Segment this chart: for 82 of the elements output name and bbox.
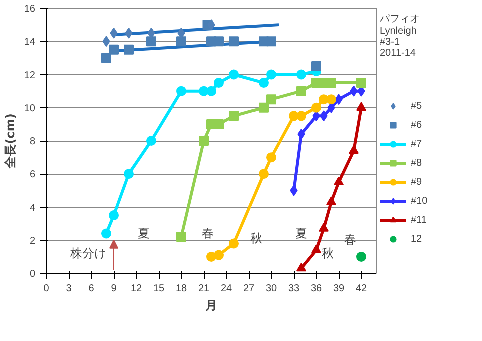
point bbox=[229, 70, 239, 80]
x-tick-label: 9 bbox=[111, 284, 118, 294]
x-tick-label: 12 bbox=[130, 284, 142, 294]
point bbox=[259, 78, 269, 88]
legend-label: #11 bbox=[411, 214, 428, 227]
point bbox=[229, 111, 239, 122]
point bbox=[259, 169, 269, 180]
x-tick-label: 3 bbox=[66, 284, 72, 294]
point bbox=[312, 102, 322, 113]
x-tick-label: 33 bbox=[288, 284, 300, 294]
point bbox=[326, 94, 336, 105]
y-tick-label: 6 bbox=[30, 170, 36, 181]
point bbox=[334, 176, 344, 186]
y-tick-label: 0 bbox=[30, 269, 36, 280]
x-tick-label: 21 bbox=[198, 284, 210, 294]
point bbox=[356, 252, 366, 262]
point bbox=[199, 136, 209, 146]
legend-label: #10 bbox=[411, 194, 429, 208]
x-tick-label: 30 bbox=[266, 284, 278, 294]
x-tick-label: 24 bbox=[220, 284, 232, 294]
point bbox=[109, 210, 119, 221]
x-tick-label: 0 bbox=[44, 284, 50, 294]
x-tick-label: 42 bbox=[356, 284, 368, 294]
point bbox=[214, 78, 224, 88]
point bbox=[176, 232, 186, 242]
point bbox=[296, 111, 306, 122]
point bbox=[206, 86, 216, 96]
legend-label: 12 bbox=[411, 232, 424, 246]
point bbox=[214, 36, 224, 47]
annotation: 秋 bbox=[322, 246, 334, 260]
legend-label: #8 bbox=[411, 156, 424, 170]
x-tick-label: 18 bbox=[176, 284, 188, 294]
point bbox=[214, 250, 224, 260]
point bbox=[296, 262, 306, 272]
y-axis-title: 全長(cm) bbox=[3, 114, 18, 170]
point bbox=[356, 78, 366, 88]
point bbox=[266, 70, 276, 80]
y-tick-label: 16 bbox=[24, 4, 36, 15]
x-tick-label: 27 bbox=[243, 284, 255, 294]
point bbox=[229, 238, 239, 249]
annotation: 夏 bbox=[296, 226, 308, 240]
y-tick-label: 10 bbox=[24, 103, 36, 114]
point bbox=[176, 36, 186, 47]
x-axis-title: 月 bbox=[204, 298, 218, 312]
legend-label: #9 bbox=[411, 176, 424, 189]
legend-label: #6 bbox=[411, 118, 424, 132]
point bbox=[109, 44, 119, 55]
legend-label: #5 bbox=[411, 100, 424, 113]
text: パフィオ Lynleigh #3-1 2011-14 bbox=[380, 13, 421, 59]
point bbox=[124, 169, 134, 180]
point bbox=[356, 102, 366, 111]
annotation: 株分け bbox=[70, 246, 106, 260]
legend-label: #7 bbox=[411, 138, 424, 151]
y-tick-label: 2 bbox=[30, 236, 36, 247]
x-tick-label: 6 bbox=[88, 284, 95, 294]
annotation: 夏 bbox=[138, 226, 150, 240]
point bbox=[229, 36, 239, 47]
x-tick-label: 39 bbox=[333, 284, 345, 294]
point bbox=[312, 244, 322, 254]
point bbox=[319, 223, 329, 232]
point bbox=[102, 53, 112, 64]
annotation: 春 bbox=[202, 226, 214, 240]
point bbox=[146, 136, 156, 146]
point bbox=[349, 145, 359, 154]
point bbox=[266, 36, 276, 47]
point bbox=[176, 86, 186, 96]
point bbox=[124, 44, 134, 55]
x-tick-label: 36 bbox=[310, 284, 322, 294]
point bbox=[296, 86, 306, 96]
y-tick-label: 8 bbox=[30, 136, 36, 148]
y-tick-label: 4 bbox=[30, 202, 36, 214]
point bbox=[259, 102, 269, 113]
point bbox=[266, 152, 276, 163]
point bbox=[312, 61, 322, 72]
point bbox=[146, 36, 156, 47]
point bbox=[296, 70, 306, 80]
point bbox=[326, 196, 336, 206]
point bbox=[266, 94, 276, 105]
y-tick-label: 14 bbox=[24, 37, 36, 48]
point bbox=[102, 228, 112, 239]
x-tick-label: 15 bbox=[153, 284, 165, 294]
y-tick-label: 12 bbox=[24, 70, 36, 82]
